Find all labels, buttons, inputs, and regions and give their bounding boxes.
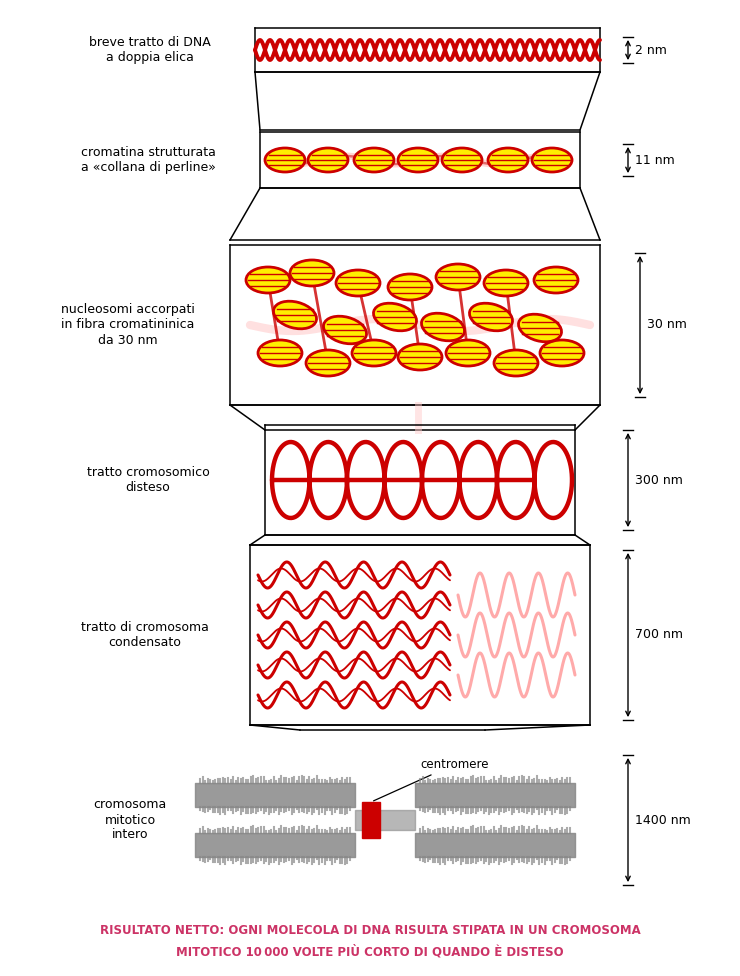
Text: breve tratto di DNA
a doppia elica: breve tratto di DNA a doppia elica xyxy=(89,36,211,64)
Ellipse shape xyxy=(323,316,366,344)
Ellipse shape xyxy=(422,313,465,341)
Text: 300 nm: 300 nm xyxy=(635,473,683,486)
Text: RISULTATO NETTO: OGNI MOLECOLA DI DNA RISULTA STIPATA IN UN CROMOSOMA: RISULTATO NETTO: OGNI MOLECOLA DI DNA RI… xyxy=(100,923,640,937)
Text: tratto cromosomico
disteso: tratto cromosomico disteso xyxy=(87,466,209,494)
Ellipse shape xyxy=(488,148,528,172)
Ellipse shape xyxy=(388,274,432,300)
Ellipse shape xyxy=(398,344,442,370)
Text: 30 nm: 30 nm xyxy=(647,318,687,332)
Ellipse shape xyxy=(484,270,528,296)
Text: 2 nm: 2 nm xyxy=(635,44,667,57)
Ellipse shape xyxy=(519,314,562,342)
Ellipse shape xyxy=(436,264,480,290)
Ellipse shape xyxy=(258,340,302,366)
Ellipse shape xyxy=(442,148,482,172)
Ellipse shape xyxy=(534,267,578,293)
Ellipse shape xyxy=(446,340,490,366)
Ellipse shape xyxy=(274,302,317,329)
Text: centromere: centromere xyxy=(374,758,488,801)
Ellipse shape xyxy=(374,304,417,331)
Text: tratto di cromosoma
condensato: tratto di cromosoma condensato xyxy=(81,621,209,649)
Text: 1400 nm: 1400 nm xyxy=(635,814,690,827)
Ellipse shape xyxy=(352,340,396,366)
Bar xyxy=(362,802,380,838)
Text: cromatina strutturata
a «collana di perline»: cromatina strutturata a «collana di perl… xyxy=(81,146,215,174)
Text: nucleosomi accorpati
in fibra cromatininica
da 30 nm: nucleosomi accorpati in fibra cromatinin… xyxy=(61,304,195,346)
Ellipse shape xyxy=(469,304,513,331)
Ellipse shape xyxy=(336,270,380,296)
Ellipse shape xyxy=(398,148,438,172)
Text: 11 nm: 11 nm xyxy=(635,153,675,167)
Ellipse shape xyxy=(354,148,394,172)
Ellipse shape xyxy=(290,260,334,286)
Text: cromosoma
mitotico
intero: cromosoma mitotico intero xyxy=(93,798,166,841)
Ellipse shape xyxy=(540,340,584,366)
Ellipse shape xyxy=(306,350,350,376)
Text: MITOTICO 10 000 VOLTE PIÙ CORTO DI QUANDO È DISTESO: MITOTICO 10 000 VOLTE PIÙ CORTO DI QUAND… xyxy=(176,945,564,958)
Ellipse shape xyxy=(532,148,572,172)
Ellipse shape xyxy=(308,148,348,172)
Ellipse shape xyxy=(265,148,305,172)
Ellipse shape xyxy=(246,267,290,293)
Ellipse shape xyxy=(494,350,538,376)
Text: 700 nm: 700 nm xyxy=(635,629,683,641)
